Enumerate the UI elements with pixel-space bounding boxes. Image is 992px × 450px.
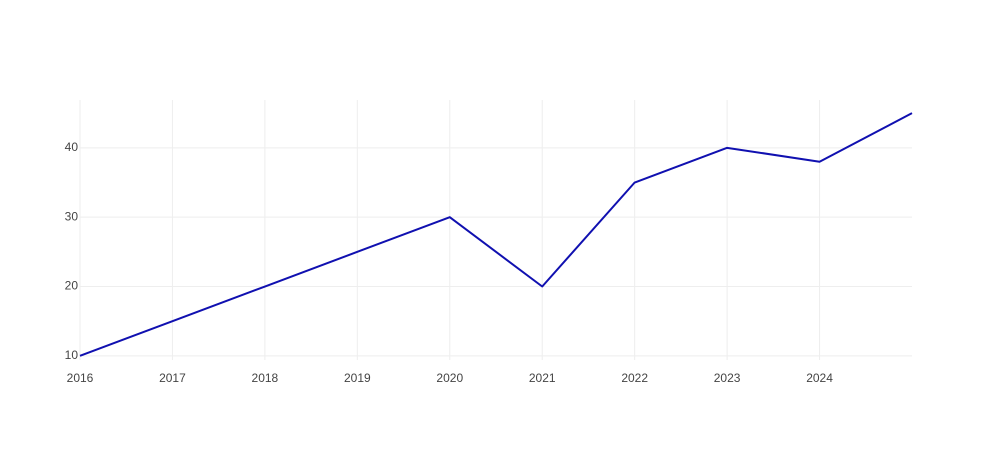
x-tick-label: 2022 [621, 371, 648, 385]
x-tick-label: 2016 [67, 371, 94, 385]
line [79, 112, 913, 357]
x-tick-label: 2019 [344, 371, 371, 385]
y-tick-label: 20 [65, 279, 79, 293]
y-tick-label: 30 [65, 209, 79, 223]
y-tick-label: 40 [65, 140, 79, 154]
y-tick-label: 10 [65, 348, 79, 362]
x-tick-label: 2020 [436, 371, 463, 385]
x-tick-label: 2024 [806, 371, 833, 385]
x-tick-label: 2023 [714, 371, 741, 385]
x-tick-label: 2018 [252, 371, 279, 385]
x-tick-label: 2021 [529, 371, 556, 385]
x-tick-label: 2017 [159, 371, 186, 385]
